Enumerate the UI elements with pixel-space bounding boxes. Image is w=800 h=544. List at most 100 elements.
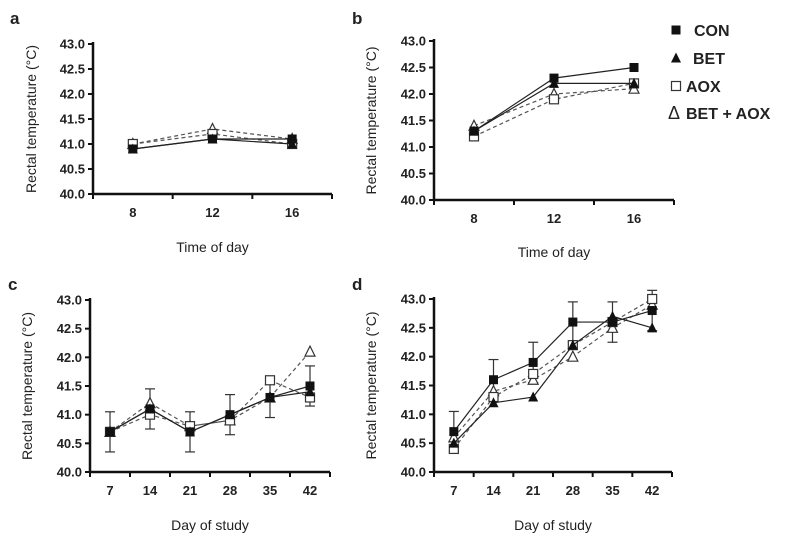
data-point bbox=[647, 306, 657, 316]
x-tick-label: 42 bbox=[303, 483, 317, 498]
data-point bbox=[647, 293, 658, 305]
y-tick-label: 42.0 bbox=[57, 350, 82, 365]
x-tick-label: 12 bbox=[205, 205, 219, 220]
data-point bbox=[629, 77, 639, 88]
series-line bbox=[109, 379, 311, 433]
data-point bbox=[287, 134, 297, 144]
data-point bbox=[185, 427, 195, 437]
x-axis-title: Day of study bbox=[171, 517, 249, 533]
y-tick-label: 40.0 bbox=[401, 465, 426, 480]
y-tick-label: 41.0 bbox=[401, 407, 426, 422]
x-tick-label: 8 bbox=[129, 205, 136, 220]
legend-item: CON bbox=[671, 23, 730, 40]
y-tick-label: 42.0 bbox=[401, 87, 426, 102]
data-point bbox=[145, 404, 155, 414]
panel-a: a 40.0 40.5 41.0 41.5 42.0 42.5 43.0 8 12 16 Time o… bbox=[10, 9, 333, 255]
x-tick-label: 16 bbox=[285, 205, 299, 220]
y-axis-title: Rectal temperature (°C) bbox=[19, 312, 35, 460]
legend-marker bbox=[671, 52, 681, 63]
data-point bbox=[566, 349, 579, 362]
y-tick-label: 40.0 bbox=[401, 193, 426, 208]
data-point bbox=[128, 144, 138, 154]
data-point bbox=[448, 437, 459, 448]
y-tick-label: 41.5 bbox=[401, 378, 426, 393]
series-line bbox=[473, 82, 635, 137]
y-axis-title: Rectal temperature (°C) bbox=[363, 47, 379, 195]
series-line bbox=[109, 391, 311, 433]
y-axis-title: Rectal temperature (°C) bbox=[23, 45, 39, 193]
series-line bbox=[132, 128, 293, 145]
series-con bbox=[469, 63, 639, 136]
x-tick-label: 14 bbox=[143, 483, 158, 498]
data-point bbox=[489, 375, 498, 385]
panel-label: a bbox=[10, 9, 20, 28]
y-tick-label: 40.0 bbox=[60, 187, 85, 202]
series-line bbox=[453, 315, 653, 444]
y-tick-label: 41.0 bbox=[401, 140, 426, 155]
data-point bbox=[629, 63, 639, 72]
x-tick-label: 7 bbox=[450, 483, 457, 498]
y-tick-label: 41.5 bbox=[57, 379, 82, 394]
y-tick-label: 42.5 bbox=[401, 320, 426, 335]
data-point bbox=[567, 339, 578, 350]
series-line bbox=[453, 309, 653, 432]
legend-label: CON bbox=[694, 23, 730, 40]
x-axis-title: Time of day bbox=[518, 244, 591, 260]
legend-marker bbox=[670, 80, 682, 92]
panel-label: b bbox=[352, 9, 362, 28]
series-bet-aox bbox=[468, 81, 640, 131]
y-tick-label: 40.5 bbox=[401, 436, 426, 451]
y-tick-label: 42.0 bbox=[60, 87, 85, 102]
data-point bbox=[488, 397, 499, 408]
legend-label: BET + AOX bbox=[686, 106, 771, 123]
series-con bbox=[105, 381, 315, 437]
data-point bbox=[528, 368, 539, 380]
series-line bbox=[109, 385, 311, 433]
y-tick-label: 40.5 bbox=[401, 166, 426, 181]
x-tick-label: 35 bbox=[263, 483, 277, 498]
x-tick-label: 16 bbox=[627, 211, 641, 226]
panel-d: d 40.0 40.5 41.0 41.5 42.0 42.5 43.0 7 14 21 28 35 42… bbox=[352, 275, 673, 533]
series-aox bbox=[104, 375, 316, 437]
y-tick-label: 41.0 bbox=[60, 137, 85, 152]
x-tick-label: 21 bbox=[526, 483, 540, 498]
y-tick-label: 42.5 bbox=[401, 60, 426, 75]
data-point bbox=[527, 372, 540, 385]
y-tick-label: 41.5 bbox=[60, 112, 85, 127]
y-tick-label: 43.0 bbox=[57, 293, 82, 308]
series-line bbox=[453, 304, 653, 438]
data-point bbox=[264, 375, 276, 386]
y-tick-label: 40.5 bbox=[60, 162, 85, 177]
legend-label: BET bbox=[693, 51, 725, 68]
y-tick-label: 42.0 bbox=[401, 349, 426, 364]
y-axis-title: Rectal temperature (°C) bbox=[363, 312, 379, 460]
y-tick-label: 40.0 bbox=[57, 465, 82, 480]
y-tick-label: 41.0 bbox=[57, 407, 82, 422]
x-tick-label: 42 bbox=[645, 483, 659, 498]
data-point bbox=[305, 386, 315, 397]
x-axis-title: Day of study bbox=[514, 517, 592, 533]
y-tick-label: 42.5 bbox=[57, 321, 82, 336]
x-tick-label: 12 bbox=[547, 211, 561, 226]
x-tick-label: 28 bbox=[566, 483, 580, 498]
data-point bbox=[225, 410, 235, 420]
legend: CON BET AOX Δ BET + AOX bbox=[668, 23, 771, 123]
series-bet bbox=[448, 310, 658, 448]
data-point bbox=[548, 94, 560, 105]
x-tick-label: 14 bbox=[486, 483, 501, 498]
data-point bbox=[265, 392, 275, 402]
x-tick-label: 21 bbox=[183, 483, 197, 498]
legend-item: Δ BET + AOX bbox=[668, 103, 771, 123]
y-tick-label: 43.0 bbox=[401, 34, 426, 49]
panel-c: c 40.0 40.5 41.0 41.5 42.0 42.5 43.0 7 14 21 28 35 42… bbox=[8, 275, 331, 533]
y-tick-label: 43.0 bbox=[60, 37, 85, 52]
legend-delta-icon: Δ bbox=[668, 103, 680, 123]
y-tick-label: 43.0 bbox=[401, 292, 426, 307]
series-line bbox=[453, 298, 653, 450]
data-point bbox=[568, 317, 578, 327]
data-point bbox=[469, 126, 479, 136]
data-point bbox=[528, 391, 539, 402]
series-con bbox=[128, 134, 297, 154]
x-axis-title: Time of day bbox=[176, 239, 249, 255]
